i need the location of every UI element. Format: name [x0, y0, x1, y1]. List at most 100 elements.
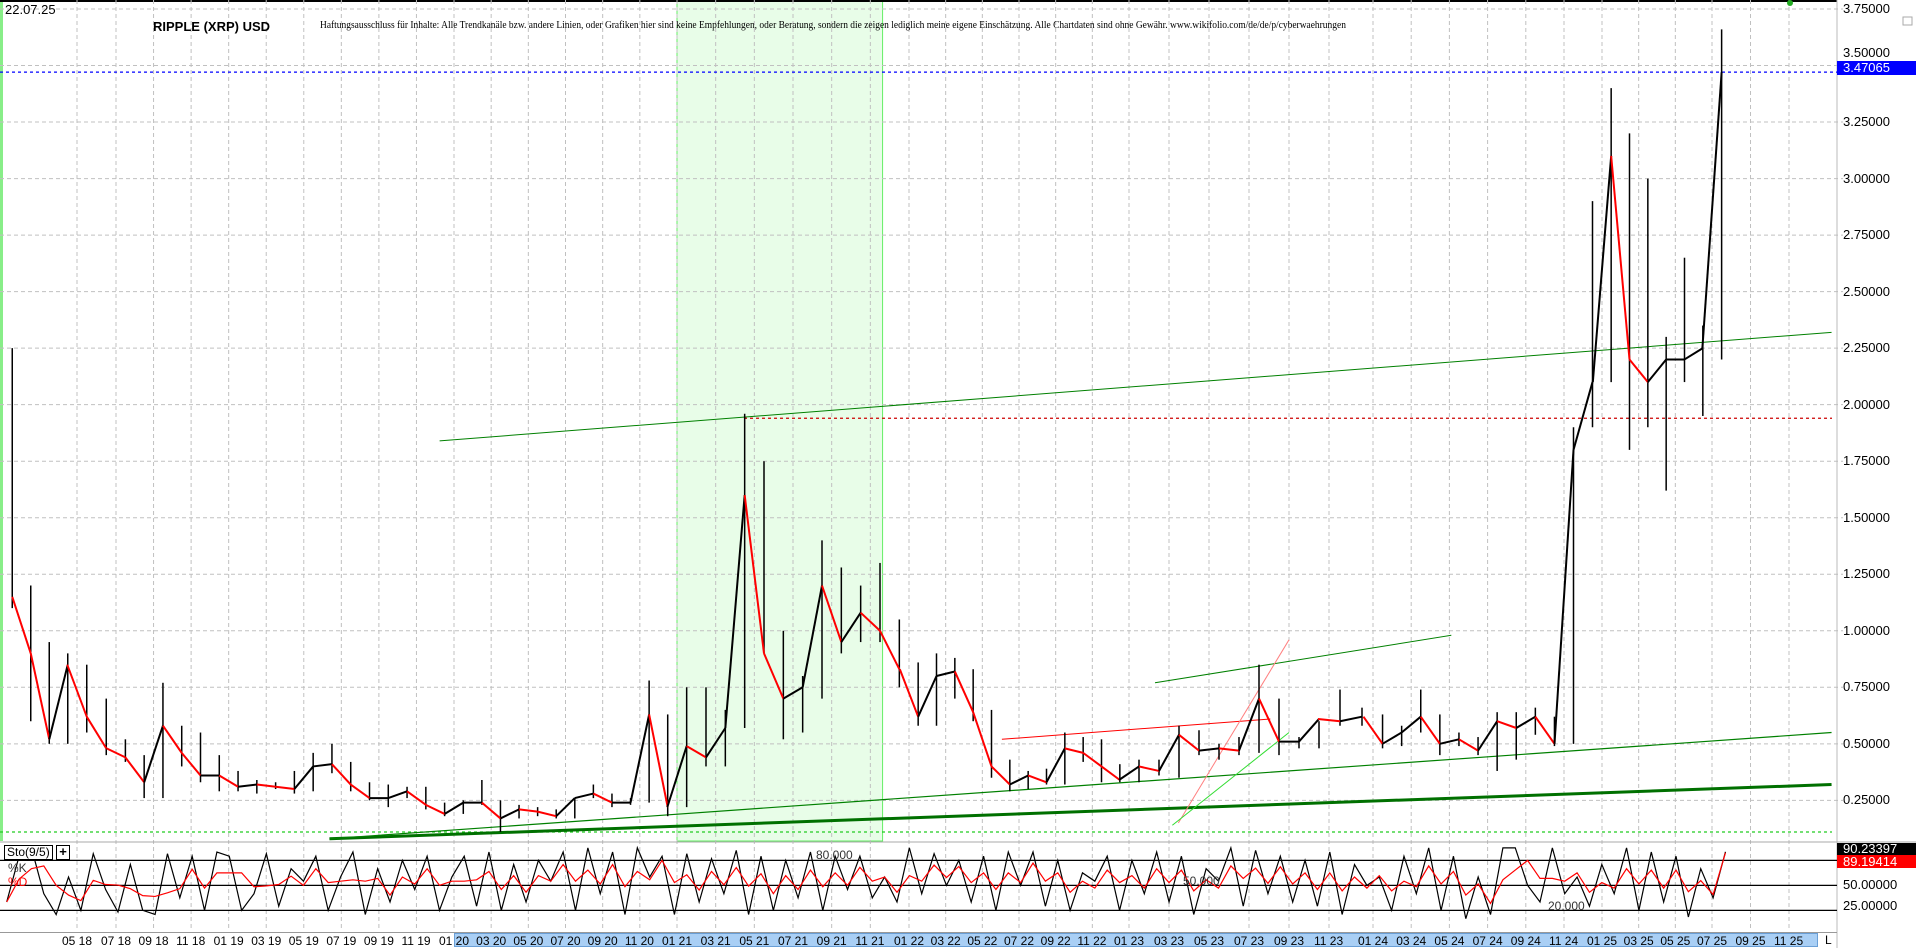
date-scrollbar-thumb[interactable] — [454, 933, 1818, 947]
highlight-period — [676, 0, 884, 842]
date-tick-label: 03 25 — [1623, 934, 1654, 948]
add-indicator-button[interactable]: + — [56, 845, 70, 860]
date-tick-label: 05 22 — [967, 934, 998, 948]
date-tick-label: 09 24 — [1510, 934, 1541, 948]
price-tick-label: 3.75000 — [1843, 1, 1890, 16]
date-tick-label: 11 18 — [176, 934, 206, 948]
price-close-segment — [1298, 718, 1320, 743]
price-tick-label: 0.25000 — [1843, 792, 1890, 808]
chart-date: 22.07.25 — [5, 2, 56, 17]
date-tick-label: 05 25 — [1660, 934, 1691, 948]
price-close-segment — [1118, 765, 1140, 781]
price-close-segment — [1100, 765, 1121, 781]
date-axis — [0, 932, 1837, 949]
price-close-segment — [425, 803, 446, 815]
date-tick-label: 09 20 — [587, 934, 618, 948]
date-tick-label: 01 25 — [1587, 934, 1618, 948]
price-close-segment — [1591, 155, 1613, 383]
price-close-segment — [29, 653, 51, 740]
date-tick-label: 07 25 — [1697, 934, 1728, 948]
price-close-segment — [66, 664, 88, 718]
price-close-segment — [106, 747, 126, 759]
price-tick-label: 1.25000 — [1843, 566, 1890, 582]
level-label-80: 80.000 — [816, 848, 853, 862]
price-close-segment — [481, 801, 502, 820]
date-tick-label: 03 19 — [251, 934, 282, 948]
price-close-segment — [11, 596, 32, 654]
price-close-segment — [1610, 155, 1631, 360]
date-tick-label: 03 20 — [476, 934, 507, 948]
price-close-segment — [237, 783, 257, 788]
scroll-end-button[interactable]: L — [1825, 933, 1832, 947]
price-close-segment — [256, 783, 276, 788]
date-tick-label: 01 21 — [662, 934, 693, 948]
date-tick-label: 01 23 — [1114, 934, 1145, 948]
price-close-segment — [293, 765, 314, 790]
price-close-segment — [85, 716, 108, 749]
sto-axis-tick: 25.00000 — [1843, 898, 1898, 913]
price-close-segment — [313, 763, 333, 768]
price-close-segment — [1419, 716, 1441, 745]
date-tick-label: 05 21 — [739, 934, 770, 948]
trendline — [329, 783, 1832, 841]
sto-axis-tick: 50.00000 — [1843, 877, 1898, 892]
date-tick-label: 01 19 — [213, 934, 244, 948]
price-tick-label: 2.00000 — [1843, 396, 1890, 412]
price-close-segment — [1009, 774, 1029, 786]
date-tick-label: 05 19 — [288, 934, 319, 948]
price-close-segment — [1701, 72, 1723, 349]
price-close-segment — [821, 585, 843, 643]
date-tick-label: 05 18 — [62, 934, 93, 948]
price-close-segment — [936, 670, 956, 677]
price-tick-label: 1.00000 — [1843, 622, 1890, 638]
trendline — [1172, 732, 1290, 826]
date-tick-label: 11 22 — [1077, 934, 1107, 948]
price-tick-label: 3.00000 — [1843, 170, 1890, 186]
price-close-segment — [1218, 747, 1240, 752]
price-close-segment — [406, 790, 427, 806]
price-close-segment — [801, 585, 823, 688]
d-last-value: 89.19414 — [1837, 855, 1916, 868]
stochastic-indicator-label[interactable]: Sto(9/5) — [4, 845, 53, 860]
price-close-segment — [705, 727, 727, 758]
date-tick-label: 11 23 — [1314, 934, 1344, 948]
k-last-value: 90.23397 — [1837, 842, 1916, 855]
date-tick-label: 05 20 — [513, 934, 544, 948]
price-tick-label: 0.50000 — [1843, 735, 1890, 751]
price-close-segment — [1198, 747, 1220, 752]
price-close-segment — [743, 494, 765, 654]
price-close-segment — [1362, 716, 1384, 745]
price-close-segment — [1238, 698, 1260, 751]
price-close-segment — [1458, 738, 1479, 752]
price-close-segment — [1439, 738, 1460, 745]
price-close-segment — [629, 714, 651, 803]
price-close-segment — [953, 671, 975, 713]
price-close-segment — [180, 752, 202, 777]
signal-dot — [1787, 0, 1793, 6]
price-close-segment — [1317, 717, 1341, 723]
price-close-segment — [1401, 715, 1422, 734]
date-tick-label: 09 23 — [1274, 934, 1305, 948]
date-tick-label: 09 18 — [138, 934, 169, 948]
date-tick-label: 09 21 — [816, 934, 847, 948]
date-tick-label: 11 20 — [624, 934, 654, 948]
date-tick-label: 09 19 — [363, 934, 394, 948]
price-close-segment — [124, 756, 145, 783]
date-tick-label: 03 24 — [1396, 934, 1427, 948]
price-close-segment — [724, 495, 746, 729]
stochastic-k-line — [6, 845, 1727, 919]
stochastic-d-line — [6, 852, 1727, 905]
price-tick-label: 2.50000 — [1843, 283, 1890, 299]
price-close-segment — [162, 725, 183, 754]
price-close-segment — [917, 675, 938, 718]
price-close-segment — [1138, 765, 1160, 772]
date-tick-label: 05 24 — [1434, 934, 1465, 948]
price-close-segment — [1496, 720, 1517, 729]
price-close-segment — [143, 725, 164, 783]
trendline — [329, 731, 1832, 840]
chart-title: RIPPLE (XRP) USD — [153, 19, 271, 34]
trendline — [1001, 718, 1271, 740]
trendline — [1154, 634, 1452, 684]
d-legend: %D — [8, 875, 28, 889]
price-close-segment — [275, 785, 295, 791]
